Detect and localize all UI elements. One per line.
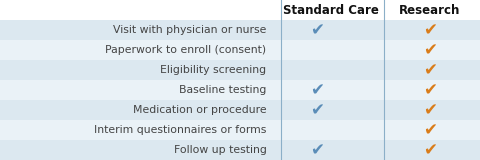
Text: ✔: ✔ <box>423 101 436 119</box>
Bar <box>0 40 480 60</box>
Text: ✔: ✔ <box>423 141 436 159</box>
Bar <box>0 140 480 160</box>
Bar <box>0 20 480 40</box>
Bar <box>0 120 480 140</box>
Text: Medication or procedure: Medication or procedure <box>133 105 266 115</box>
Text: Paperwork to enroll (consent): Paperwork to enroll (consent) <box>105 45 266 55</box>
Bar <box>0 60 480 80</box>
Text: Follow up testing: Follow up testing <box>174 145 266 155</box>
Text: ✔: ✔ <box>310 81 324 99</box>
Text: ✔: ✔ <box>310 101 324 119</box>
Bar <box>0 80 480 100</box>
Text: ✔: ✔ <box>423 61 436 79</box>
Text: ✔: ✔ <box>423 121 436 139</box>
Bar <box>0 0 480 20</box>
Text: ✔: ✔ <box>423 21 436 39</box>
Text: Research: Research <box>399 4 460 16</box>
Text: ✔: ✔ <box>423 41 436 59</box>
Text: Visit with physician or nurse: Visit with physician or nurse <box>113 25 266 35</box>
Text: ✔: ✔ <box>310 21 324 39</box>
Text: Standard Care: Standard Care <box>283 4 379 16</box>
Text: Baseline testing: Baseline testing <box>179 85 266 95</box>
Text: ✔: ✔ <box>310 141 324 159</box>
Bar <box>0 100 480 120</box>
Text: ✔: ✔ <box>423 81 436 99</box>
Text: Interim questionnaires or forms: Interim questionnaires or forms <box>94 125 266 135</box>
Text: Eligibility screening: Eligibility screening <box>160 65 266 75</box>
